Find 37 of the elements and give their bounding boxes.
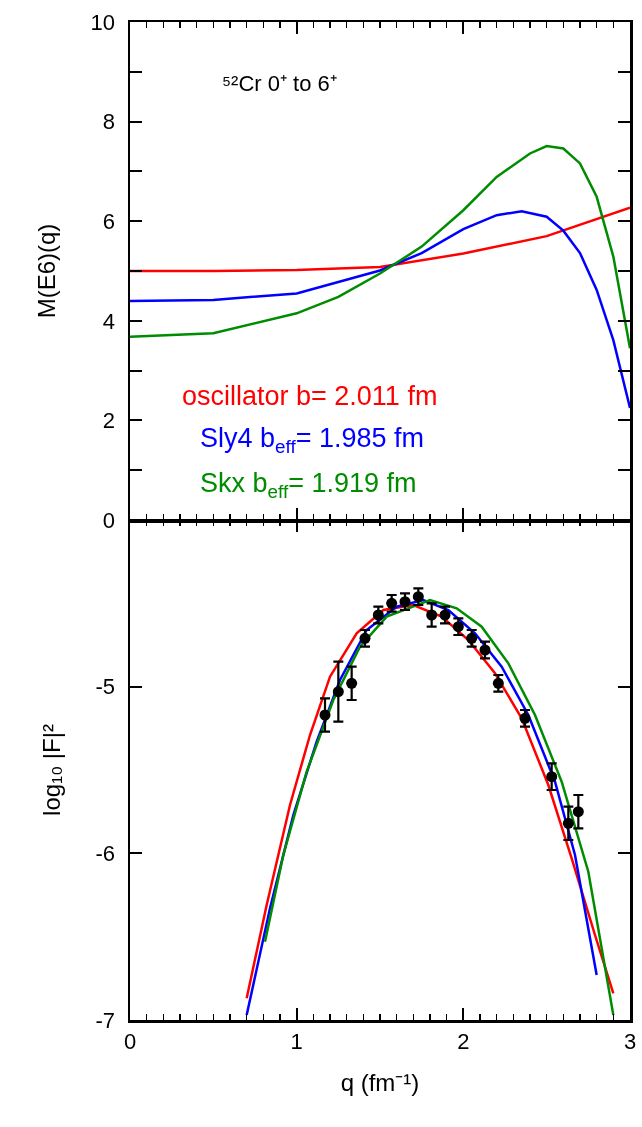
x-axis-title: q (fm⁻¹) xyxy=(340,1069,420,1097)
point xyxy=(332,686,344,698)
point xyxy=(426,609,438,621)
x-tick-label: 0 xyxy=(123,1028,137,1054)
y-tick-label: 0 xyxy=(102,507,116,533)
point xyxy=(452,621,464,633)
text: Sly4 b$_{eff}$= 1.985 fm xyxy=(200,423,425,457)
y-axis-title: log₁₀ |F|² xyxy=(38,724,66,816)
x-tick-label: 3 xyxy=(623,1028,637,1054)
point xyxy=(399,596,411,608)
point xyxy=(319,709,331,721)
y-tick-label: -5 xyxy=(95,674,116,700)
point xyxy=(412,591,424,603)
y-tick-label: -6 xyxy=(95,841,116,867)
y-tick-label: 10 xyxy=(90,9,116,35)
point xyxy=(562,817,574,829)
y-tick-label: 8 xyxy=(102,109,116,135)
point xyxy=(492,677,504,689)
y-tick-label: 6 xyxy=(102,208,116,234)
point xyxy=(466,632,478,644)
x-tick-label: 2 xyxy=(457,1028,470,1054)
point xyxy=(546,771,558,783)
text: oscillator b= 2.011 fm xyxy=(182,381,438,411)
point xyxy=(346,677,358,689)
y-tick-label: 2 xyxy=(102,408,116,434)
text: Skx b$_{eff}$= 1.919 fm xyxy=(200,468,417,502)
line-series xyxy=(130,144,630,350)
x-tick-label: 1 xyxy=(290,1028,303,1054)
point xyxy=(519,712,531,724)
point xyxy=(572,806,584,818)
point xyxy=(386,597,398,609)
annotation: ⁵²Cr 0⁺ to 6⁺ xyxy=(222,71,337,96)
y-tick-label: 4 xyxy=(102,308,116,334)
line-series xyxy=(130,209,630,410)
y-axis-title: M(E6)(q) xyxy=(33,223,61,319)
y-tick-label: -7 xyxy=(95,1007,116,1033)
point xyxy=(359,632,371,644)
